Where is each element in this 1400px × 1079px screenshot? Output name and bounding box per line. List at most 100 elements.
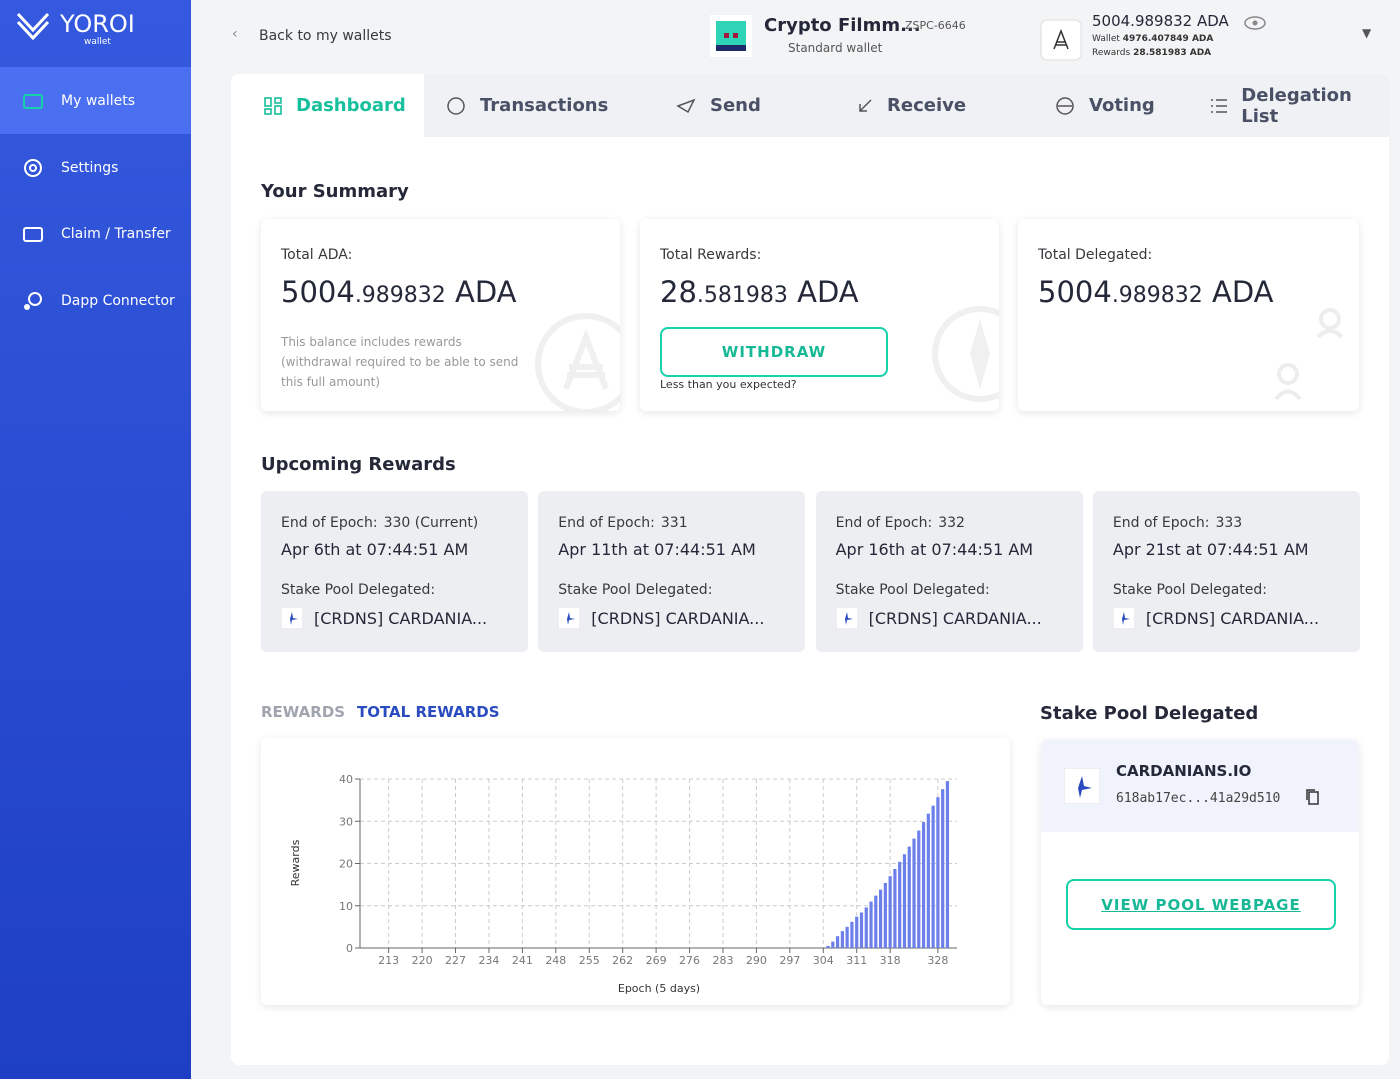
bar xyxy=(945,781,950,948)
back-arrow[interactable]: ‹ xyxy=(232,26,238,42)
pool-name: [CRDNS] CARDANIA... xyxy=(868,609,1042,628)
tab-label: Dashboard xyxy=(296,95,406,116)
x-tick-label: 234 xyxy=(478,954,499,967)
y-tick-label: 40 xyxy=(339,773,353,786)
bar xyxy=(902,854,907,948)
bar xyxy=(864,907,868,948)
icon xyxy=(1056,96,1074,115)
eye-icon[interactable] xyxy=(1243,15,1267,31)
wallet-avatar xyxy=(710,15,752,57)
wallet-type: Standard wallet xyxy=(788,41,883,55)
fraction: .989832 xyxy=(354,283,446,308)
bar xyxy=(850,921,854,948)
epoch: 333 xyxy=(1215,515,1243,531)
tab-label: Receive xyxy=(887,95,967,116)
epoch-row: End of Epoch: 330 (Current) xyxy=(281,515,478,531)
copy-icon[interactable] xyxy=(1305,788,1321,806)
ada-icon xyxy=(1040,19,1082,61)
tab-bar xyxy=(231,74,1389,137)
pool-name: [CRDNS] CARDANIA... xyxy=(591,609,765,628)
pool-icon xyxy=(835,607,858,629)
tab[interactable]: Dashboard xyxy=(264,74,406,137)
bar xyxy=(912,838,916,948)
icon-mark xyxy=(844,612,853,625)
bar xyxy=(898,861,902,948)
logo: YOROI xyxy=(60,10,135,38)
epoch-date: Apr 11th at 07:44:51 AM xyxy=(558,540,756,559)
y-tick-label: 30 xyxy=(339,815,353,828)
tab-label: Delegation List xyxy=(1241,84,1352,127)
balance: 5004.989832 ADA xyxy=(1092,12,1229,30)
amount: 4976.407849 ADA xyxy=(1122,34,1214,44)
nav-item[interactable]: My wallets xyxy=(0,67,191,134)
bar xyxy=(878,889,883,948)
wallet-name: Crypto Filmm... xyxy=(764,15,921,36)
epoch: 332 xyxy=(938,515,965,531)
logo-sub: wallet xyxy=(84,37,111,47)
label: Rewards xyxy=(1092,48,1131,58)
x-tick-label: 220 xyxy=(412,954,433,967)
tab[interactable]: Voting xyxy=(1055,74,1155,137)
epoch-row: End of Epoch: 333 xyxy=(1113,515,1242,531)
bar xyxy=(931,805,935,948)
upcoming-card: End of Epoch: 330 (Current) Apr 6th at 07:… xyxy=(261,491,528,652)
epoch-row: End of Epoch: 331 xyxy=(558,515,687,531)
card-watermark xyxy=(535,313,620,411)
nav-item[interactable]: Claim / Transfer xyxy=(0,200,191,267)
epoch-date: Apr 16th at 07:44:51 AM xyxy=(835,540,1034,559)
icon xyxy=(264,96,282,115)
fraction: .581983 xyxy=(696,283,788,308)
rewards-line: Rewards 28.581983 ADA xyxy=(1092,48,1211,58)
x-tick-label: 248 xyxy=(545,954,566,967)
tab-label: Voting xyxy=(1089,95,1155,116)
pool-icon xyxy=(281,607,303,629)
card-note[interactable]: Less than you expected? xyxy=(660,378,797,391)
summary-card: Total ADA: 5004.989832 ADA This balance … xyxy=(261,219,620,411)
icon-mark xyxy=(290,612,298,625)
chart-card: Rewards Epoch (5 days) 0 10 20 30 40 213 220 22… xyxy=(261,738,1010,1005)
bar xyxy=(869,901,873,948)
nav-item[interactable]: Settings xyxy=(0,134,191,201)
bar xyxy=(941,789,945,948)
x-axis-label: Epoch (5 days) xyxy=(618,982,700,995)
icon xyxy=(24,291,42,310)
bar xyxy=(907,846,911,948)
withdraw-button[interactable]: WITHDRAW xyxy=(660,327,888,377)
y-tick-label: 20 xyxy=(339,858,353,871)
icon xyxy=(447,96,465,115)
nav-item[interactable]: Dapp Connector xyxy=(0,267,191,334)
x-tick-label: 269 xyxy=(646,954,667,967)
card-label: Total Delegated: xyxy=(1038,247,1153,263)
icon xyxy=(1211,98,1227,113)
tab[interactable]: Send xyxy=(676,74,761,137)
dropdown[interactable]: ▼ xyxy=(1362,26,1372,40)
nav-label: Dapp Connector xyxy=(61,292,175,309)
chart-tab[interactable]: REWARDS xyxy=(261,703,346,721)
pool-id: 618ab17ec...41a29d510 xyxy=(1116,791,1281,806)
y-axis-label: Rewards xyxy=(289,839,302,886)
epoch-row: End of Epoch: 332 xyxy=(836,515,965,531)
chart: Rewards Epoch (5 days) 0 10 20 30 40 213 220 22… xyxy=(289,773,957,995)
icon xyxy=(23,226,43,242)
pool-button[interactable]: VIEW POOL WEBPAGE xyxy=(1066,879,1336,930)
epoch: 330 (Current) xyxy=(383,515,479,531)
card-label: Total ADA: xyxy=(281,247,353,263)
tab[interactable]: Receive xyxy=(857,74,966,137)
nav-label: My wallets xyxy=(61,92,136,109)
tab[interactable]: Transactions xyxy=(446,74,608,137)
x-tick-label: 328 xyxy=(927,954,948,967)
back-link[interactable]: Back to my wallets xyxy=(259,28,392,44)
unit: ADA xyxy=(455,275,517,309)
wallet-code: ZSPC-6646 xyxy=(905,19,966,32)
section-title: Upcoming Rewards xyxy=(261,454,456,475)
icon-mark xyxy=(1121,612,1130,625)
wallet-line: Wallet 4976.407849 ADA xyxy=(1092,34,1213,44)
tab[interactable]: Delegation List xyxy=(1210,74,1389,137)
epoch-label: End of Epoch: xyxy=(1112,515,1210,531)
bar xyxy=(836,936,840,948)
icon xyxy=(859,98,872,112)
chart-tab[interactable]: TOTAL REWARDS xyxy=(357,703,500,721)
upcoming-card: End of Epoch: 333 Apr 21st at 07:44:51 AM S… xyxy=(1092,491,1360,652)
card-amount: 5004.989832 ADA xyxy=(281,275,517,309)
